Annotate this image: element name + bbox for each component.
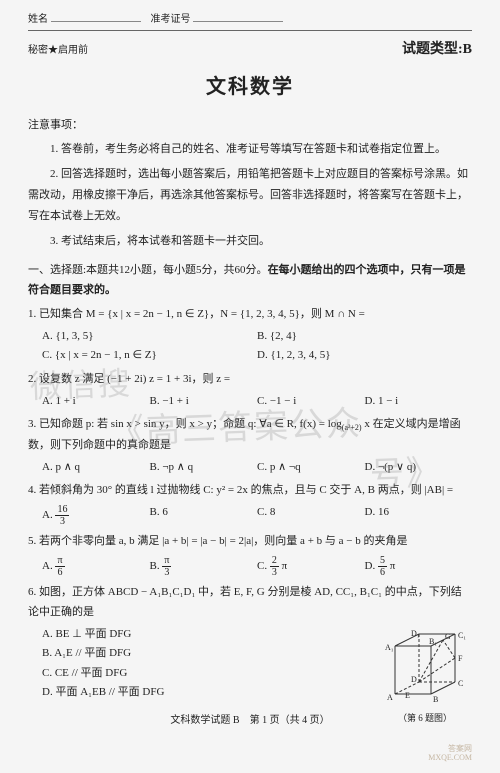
q4-text: 4. 若倾斜角为 30° 的直线 l 过抛物线 C: y² = 2x 的焦点，且…: [28, 481, 472, 501]
q3-options: A. p ∧ q B. ¬p ∧ q C. p ∧ ¬q D. ¬(p ∨ q): [28, 458, 472, 478]
examid-blank: [193, 21, 283, 22]
q2-opt-a: A. 1 + i: [42, 392, 150, 412]
instruction-2: 2. 回答选择题时，选出每小题答案后，用铅笔把答题卡上对应题目的答案标号涂黑。如…: [28, 164, 472, 227]
q2-text: 2. 设复数 z 满足 (−1 + 2i) z = 1 + 3i，则 z =: [28, 370, 472, 390]
part-title: 一、选择题:本题共12小题，每小题5分，共60分。在每小题给出的四个选项中，只有…: [28, 261, 472, 301]
q1-opt-a: A. {1, 3, 5}: [42, 327, 257, 347]
q6-opt-c: C. CE // 平面 DFG: [42, 664, 328, 684]
svg-text:D₁: D₁: [411, 629, 420, 638]
q4-options: A. 163 B. 6 C. 8 D. 16: [28, 503, 472, 528]
cube-caption: （第 6 题图）: [382, 711, 468, 725]
svg-text:B₁: B₁: [429, 637, 437, 646]
q3-text: 3. 已知命题 p: 若 sin x > sin y，则 x > y；命题 q:…: [28, 415, 472, 455]
q5-opt-a: A. π6: [42, 554, 150, 579]
q4-opt-a: A. 163: [42, 503, 150, 528]
q1-text: 1. 已知集合 M = {x | x = 2n − 1, n ∈ Z}，N = …: [28, 305, 472, 325]
q3-opt-a: A. p ∧ q: [42, 458, 150, 478]
q2-options: A. 1 + i B. −1 + i C. −1 − i D. 1 − i: [28, 392, 472, 412]
question-1: 1. 已知集合 M = {x | x = 2n − 1, n ∈ Z}，N = …: [28, 305, 472, 325]
svg-text:G: G: [445, 632, 451, 641]
corner-mark: 答案网 MXQE.COM: [428, 744, 472, 763]
q6-text: 6. 如图，正方体 ABCD − A₁B₁C₁D₁ 中，若 E, F, G 分别…: [28, 583, 472, 623]
q5-options: A. π6 B. π3 C. 23 π D. 56 π: [28, 554, 472, 579]
cube-svg: D₁ C₁ A₁ B₁ G F D C A B E: [383, 628, 467, 702]
q6-opt-a: A. BE ⊥ 平面 DFG: [42, 625, 328, 645]
name-label: 姓名: [28, 14, 48, 25]
q2-opt-d: D. 1 − i: [365, 392, 473, 412]
q4-opt-c: C. 8: [257, 503, 365, 528]
svg-text:C₁: C₁: [458, 631, 466, 640]
q6-options: A. BE ⊥ 平面 DFG B. A₁E // 平面 DFG C. CE //…: [28, 625, 328, 703]
q1-options: A. {1, 3, 5} B. {2, 4} C. {x | x = 2n − …: [28, 327, 472, 366]
instruction-3: 3. 考试结束后，将本试卷和答题卡一并交回。: [28, 231, 472, 252]
instruction-1: 1. 答卷前，考生务必将自己的姓名、准考证号等填写在答题卡和试卷指定位置上。: [28, 139, 472, 160]
q1-opt-d: D. {1, 2, 3, 4, 5}: [257, 346, 472, 366]
svg-text:C: C: [458, 679, 463, 688]
svg-text:D: D: [411, 675, 417, 684]
question-4: 4. 若倾斜角为 30° 的直线 l 过抛物线 C: y² = 2x 的焦点，且…: [28, 481, 472, 501]
svg-text:E: E: [405, 691, 410, 700]
q5-text: 5. 若两个非零向量 a, b 满足 |a + b| = |a − b| = 2…: [28, 532, 472, 552]
confidential-label: 秘密★启用前: [28, 43, 88, 59]
svg-text:B: B: [433, 695, 438, 702]
q1-opt-c: C. {x | x = 2n − 1, n ∈ Z}: [42, 346, 257, 366]
q6-opt-b: B. A₁E // 平面 DFG: [42, 644, 328, 664]
question-3: 3. 已知命题 p: 若 sin x > sin y，则 x > y；命题 q:…: [28, 415, 472, 455]
q5-opt-d: D. 56 π: [365, 554, 473, 579]
question-6: 6. 如图，正方体 ABCD − A₁B₁C₁D₁ 中，若 E, F, G 分别…: [28, 583, 472, 623]
question-2: 2. 设复数 z 满足 (−1 + 2i) z = 1 + 3i，则 z =: [28, 370, 472, 390]
q2-opt-c: C. −1 − i: [257, 392, 365, 412]
name-blank: [51, 21, 141, 22]
q1-opt-b: B. {2, 4}: [257, 327, 472, 347]
svg-text:A₁: A₁: [385, 643, 394, 652]
svg-text:A: A: [387, 693, 393, 702]
cube-figure: D₁ C₁ A₁ B₁ G F D C A B E （第 6 题图）: [382, 628, 468, 725]
q3-opt-d: D. ¬(p ∨ q): [365, 458, 473, 478]
q4-opt-d: D. 16: [365, 503, 473, 528]
part-title-plain: 一、选择题:本题共12小题，每小题5分，共60分。: [28, 264, 268, 276]
top-row: 秘密★启用前 试题类型:B: [28, 39, 472, 61]
q4-opt-b: B. 6: [150, 503, 258, 528]
examid-label: 准考证号: [151, 14, 191, 25]
q6-opt-d: D. 平面 A₁EB // 平面 DFG: [42, 683, 328, 703]
q3-opt-c: C. p ∧ ¬q: [257, 458, 365, 478]
exam-type-label: 试题类型:B: [402, 39, 472, 61]
q5-opt-c: C. 23 π: [257, 554, 365, 579]
question-5: 5. 若两个非零向量 a, b 满足 |a + b| = |a − b| = 2…: [28, 532, 472, 552]
notice-head: 注意事项：: [28, 117, 472, 135]
page-title: 文科数学: [28, 71, 472, 103]
q2-opt-b: B. −1 + i: [150, 392, 258, 412]
q3-opt-b: B. ¬p ∧ q: [150, 458, 258, 478]
header-id-line: 姓名 准考证号: [28, 12, 472, 31]
q5-opt-b: B. π3: [150, 554, 258, 579]
svg-text:F: F: [458, 654, 463, 663]
